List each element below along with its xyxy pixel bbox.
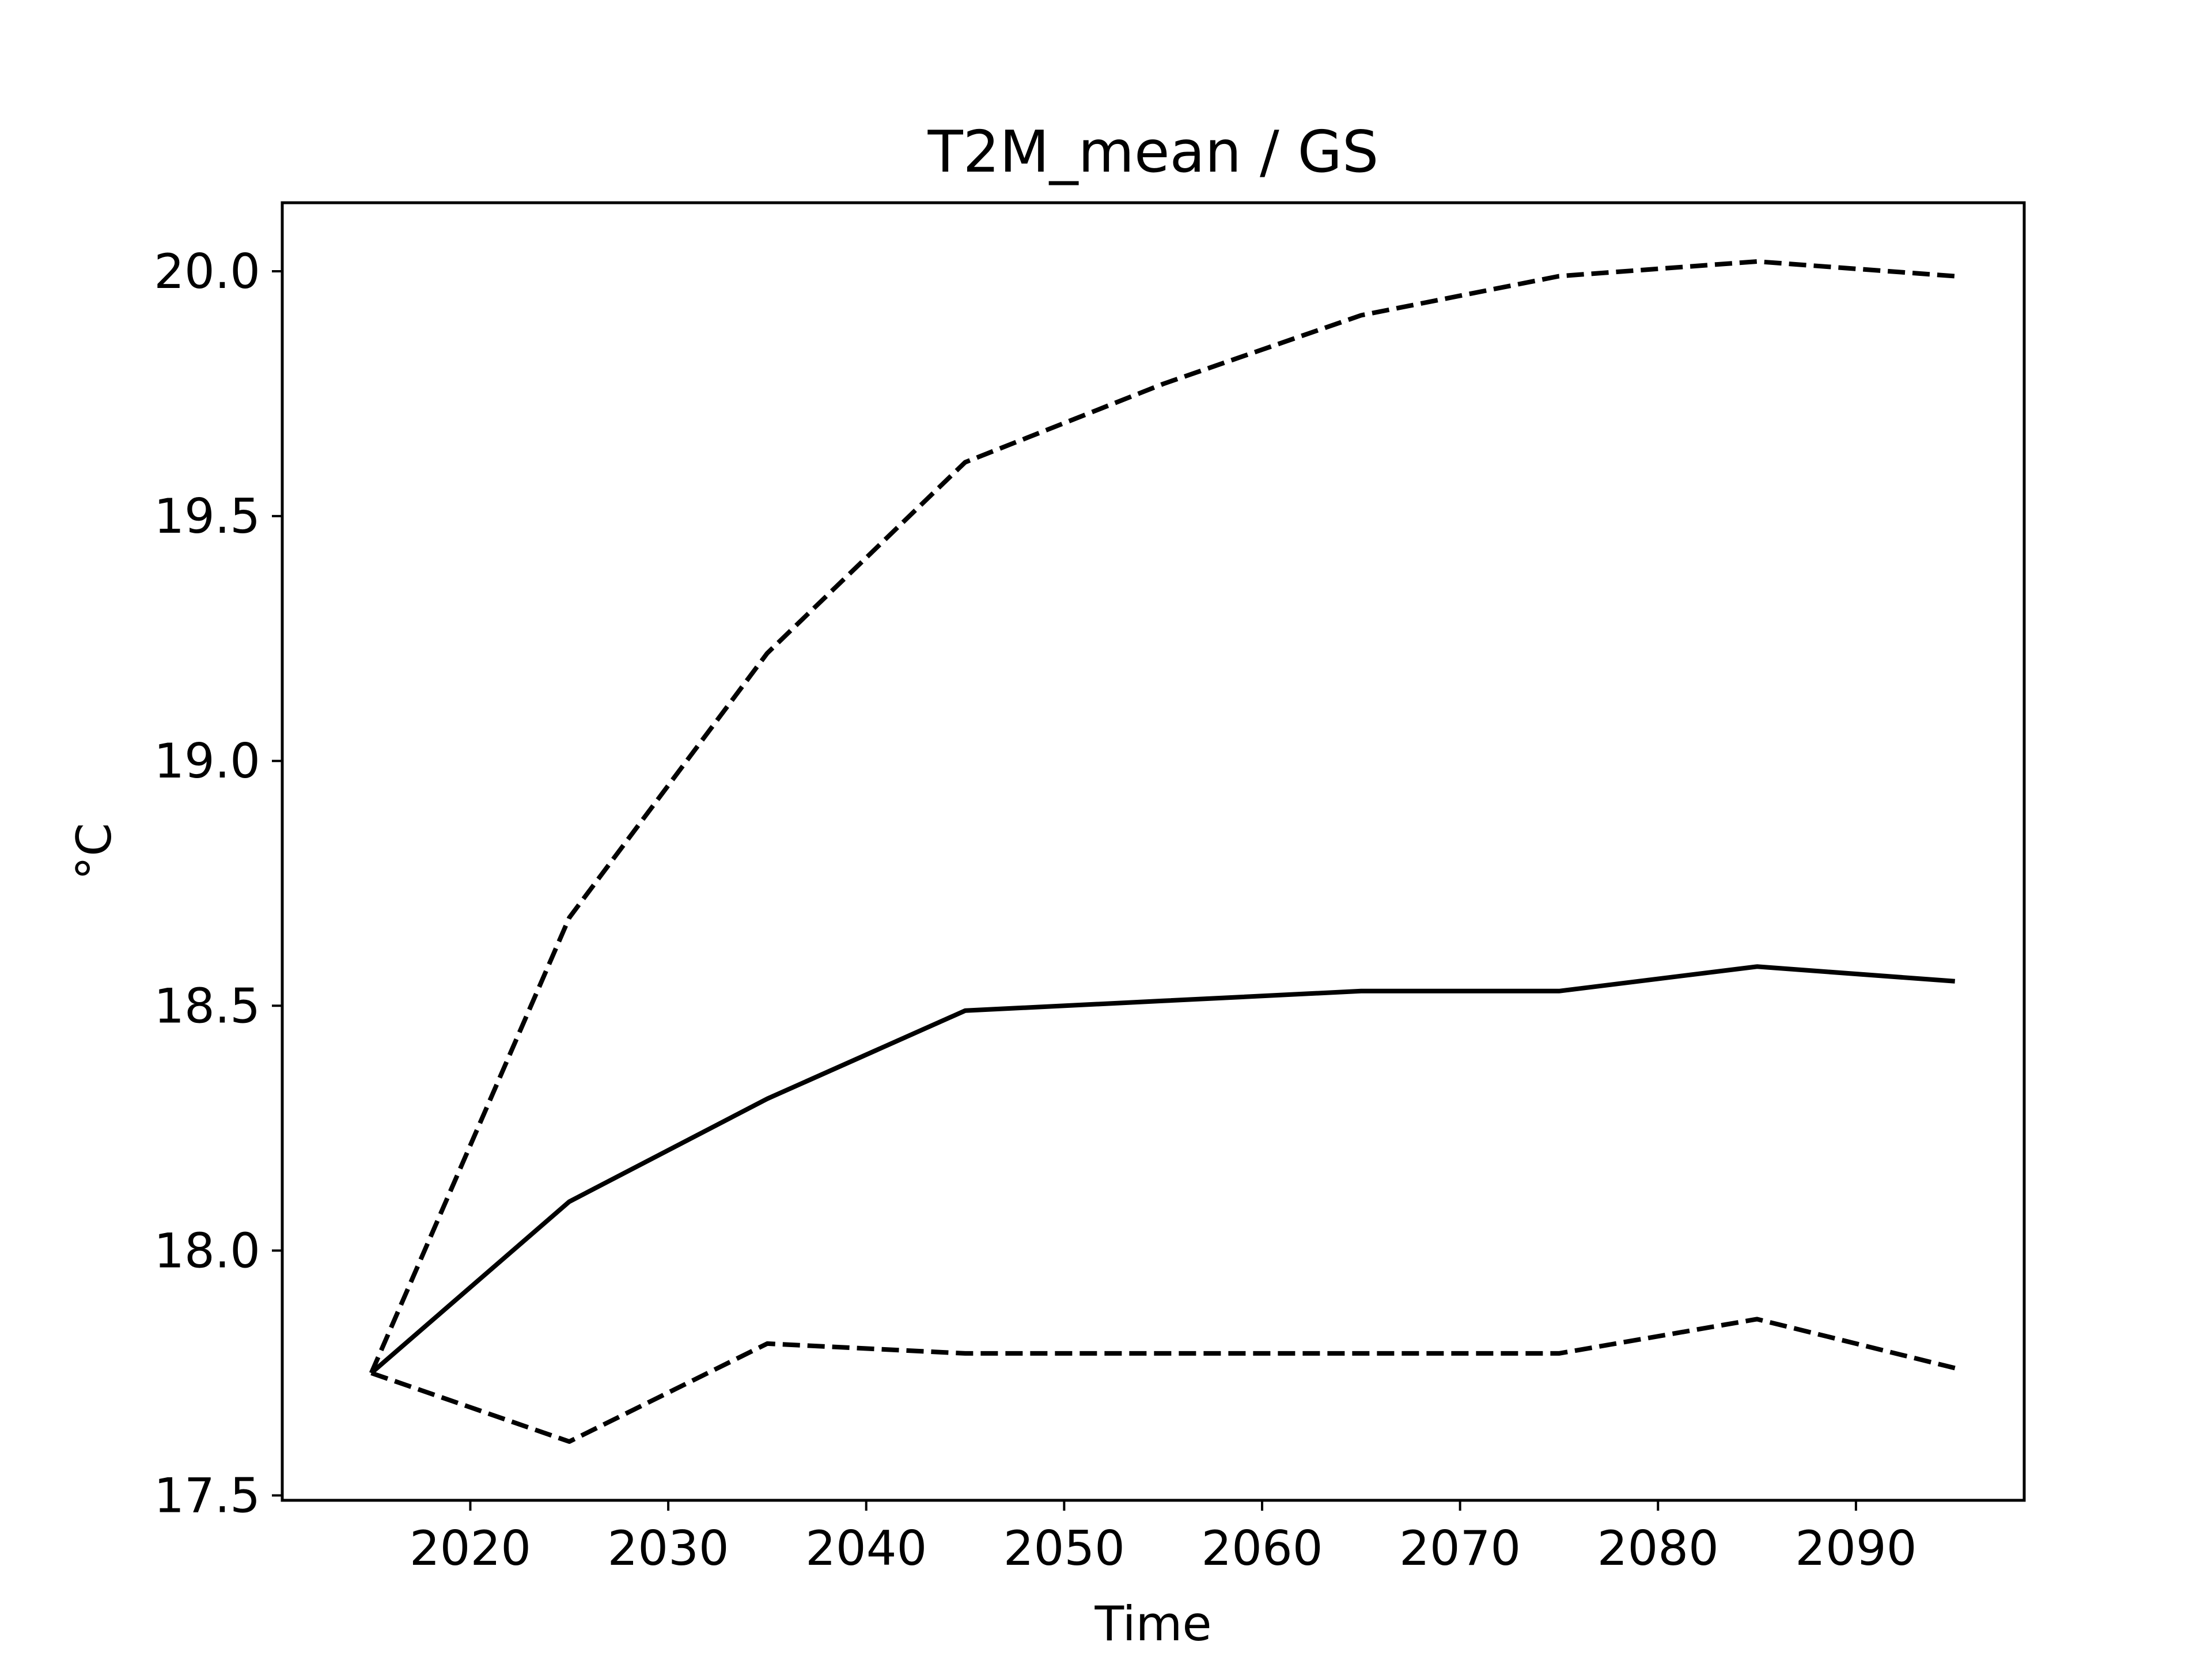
y-axis-ticks: 17.5 18.0 18.5 19.0 19.5 20.0 xyxy=(154,244,282,1523)
x-tick-label: 2040 xyxy=(805,1520,927,1576)
y-tick-label: 20.0 xyxy=(154,244,260,299)
solid-series-line-2 xyxy=(369,964,1955,1375)
x-axis-ticks: 2020 2030 2040 2050 2060 2070 2080 2090 xyxy=(410,1500,1917,1576)
y-tick-label: 18.5 xyxy=(154,978,260,1034)
x-tick-label: 2080 xyxy=(1597,1520,1719,1576)
y-tick-label: 18.0 xyxy=(154,1223,260,1279)
x-tick-label: 2070 xyxy=(1399,1520,1521,1576)
y-tick-label: 17.5 xyxy=(154,1467,260,1523)
series-layer xyxy=(369,259,1956,1444)
dashed-series-line-1 xyxy=(369,259,1955,1374)
x-tick-label: 2060 xyxy=(1201,1520,1323,1576)
x-tick-label: 2030 xyxy=(607,1520,729,1576)
y-axis-label: °C xyxy=(66,823,122,880)
x-tick-label: 2050 xyxy=(1003,1520,1125,1576)
plot-frame xyxy=(281,201,2026,1502)
x-axis-label: Time xyxy=(1094,1596,1211,1652)
x-tick-label: 2020 xyxy=(410,1520,531,1576)
y-tick-label: 19.5 xyxy=(154,488,260,544)
y-tick-label: 19.0 xyxy=(154,733,260,789)
chart-title: T2M_mean / GS xyxy=(927,118,1379,185)
dashed-series-line-3 xyxy=(370,1317,1956,1444)
x-tick-label: 2090 xyxy=(1795,1520,1916,1576)
